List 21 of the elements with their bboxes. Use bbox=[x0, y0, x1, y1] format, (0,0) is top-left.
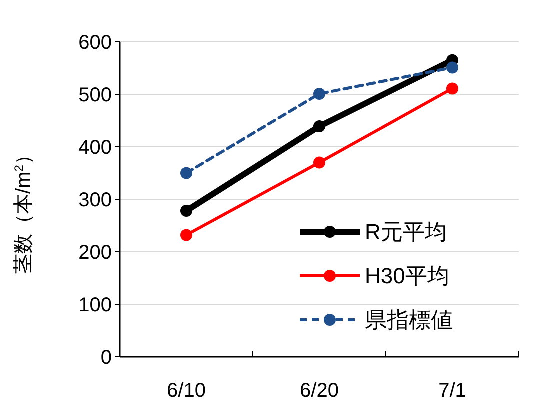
point bbox=[446, 82, 458, 95]
y-tick-label: 500 bbox=[78, 84, 112, 106]
y-tick-label: 100 bbox=[78, 294, 112, 316]
point bbox=[180, 229, 192, 242]
x-tick-label: 7/1 bbox=[438, 380, 466, 402]
y-tick-label: 200 bbox=[78, 242, 112, 264]
point bbox=[314, 156, 326, 169]
y-tick-label: 300 bbox=[78, 190, 112, 212]
legend-label: 県指標値 bbox=[365, 308, 453, 333]
y-tick-label: 400 bbox=[78, 137, 112, 159]
y-tick-label: 0 bbox=[100, 347, 112, 369]
legend-label: H30平均 bbox=[365, 264, 450, 289]
point bbox=[314, 88, 326, 100]
legend-label: R元平均 bbox=[365, 220, 447, 245]
point bbox=[446, 62, 458, 74]
x-tick-label: 6/10 bbox=[167, 380, 206, 402]
point bbox=[314, 120, 326, 133]
x-tick-label: 6/20 bbox=[300, 380, 339, 402]
point bbox=[180, 205, 192, 218]
y-tick-label: 600 bbox=[78, 32, 112, 54]
point bbox=[180, 167, 192, 180]
